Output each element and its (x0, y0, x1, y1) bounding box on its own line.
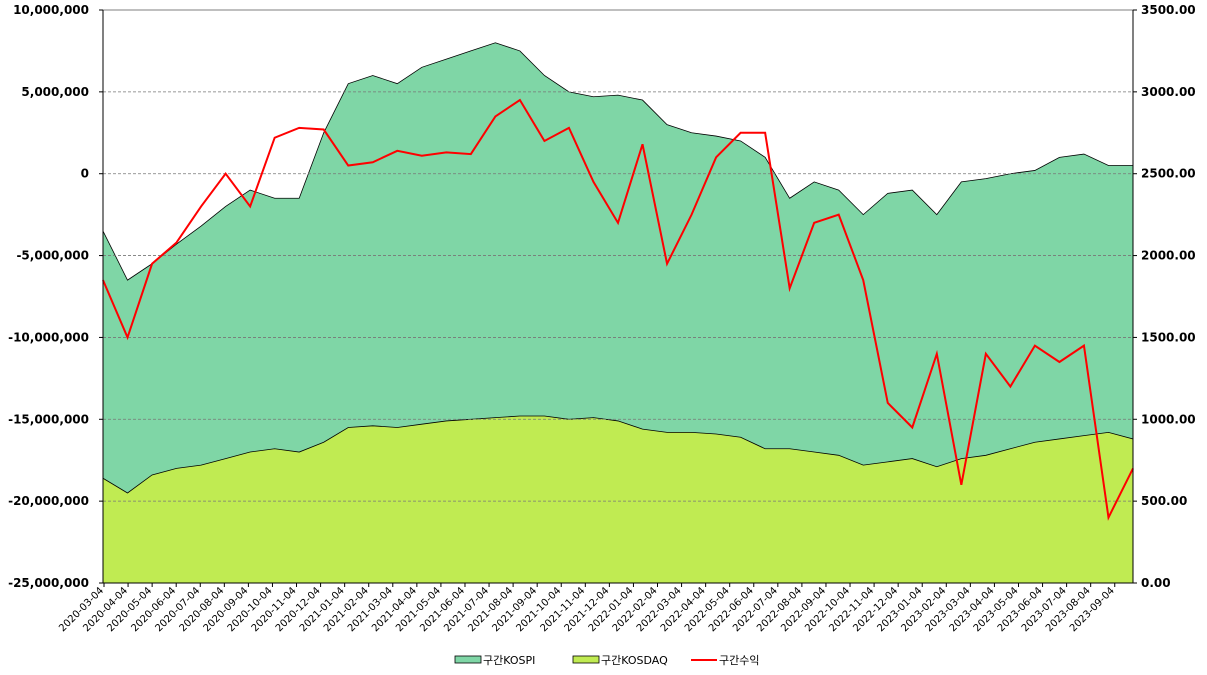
grid-lines (103, 91, 1133, 502)
area-series-1 (102, 415, 1134, 584)
left-axis-ticks: 10,000,000 5,000,000 0 -5,000,000 -10,000,00… (8, 3, 103, 590)
legend: 구간KOSPI 구간KOSDAQ 구간수익 (454, 654, 759, 667)
left-tick-label: 0 (81, 167, 89, 181)
left-tick-label: -20,000,000 (8, 494, 89, 508)
right-tick-label: 1500.00 (1141, 330, 1196, 344)
x-axis-ticks: 2020-03-042020-04-042020-05-042020-06-04… (57, 583, 1117, 634)
left-tick-label: -15,000,000 (8, 412, 89, 426)
left-tick-label: 5,000,000 (21, 85, 89, 99)
right-axis-ticks: 3500.00 3000.00 2500.00 2000.00 1500.00 1000.… (1133, 3, 1196, 590)
right-tick-label: 3500.00 (1141, 3, 1196, 17)
legend-swatch (572, 655, 600, 664)
right-tick-label: 2000.00 (1141, 249, 1196, 263)
left-tick-label: -25,000,000 (8, 576, 89, 590)
right-tick-label: 2500.00 (1141, 167, 1196, 181)
legend-swatch (454, 655, 482, 664)
right-tick-label: 0.00 (1141, 576, 1171, 590)
left-tick-label: -5,000,000 (16, 249, 89, 263)
legend-label: 구간KOSDAQ (601, 654, 668, 667)
line-series-2 (102, 98, 1134, 521)
legend-item-0: 구간KOSPI (454, 654, 535, 667)
left-tick-label: -10,000,000 (8, 330, 89, 344)
right-tick-label: 3000.00 (1141, 85, 1196, 99)
axes (102, 9, 1134, 584)
legend-label: 구간KOSPI (483, 654, 535, 667)
line-layer (102, 98, 1134, 521)
legend-label: 구간수익 (719, 654, 759, 667)
area-layer (102, 42, 1134, 584)
right-tick-label: 1000.00 (1141, 412, 1196, 426)
left-tick-label: 10,000,000 (13, 3, 89, 17)
legend-item-1: 구간KOSDAQ (572, 654, 668, 667)
right-tick-label: 500.00 (1141, 494, 1187, 508)
legend-item-2: 구간수익 (691, 654, 759, 667)
